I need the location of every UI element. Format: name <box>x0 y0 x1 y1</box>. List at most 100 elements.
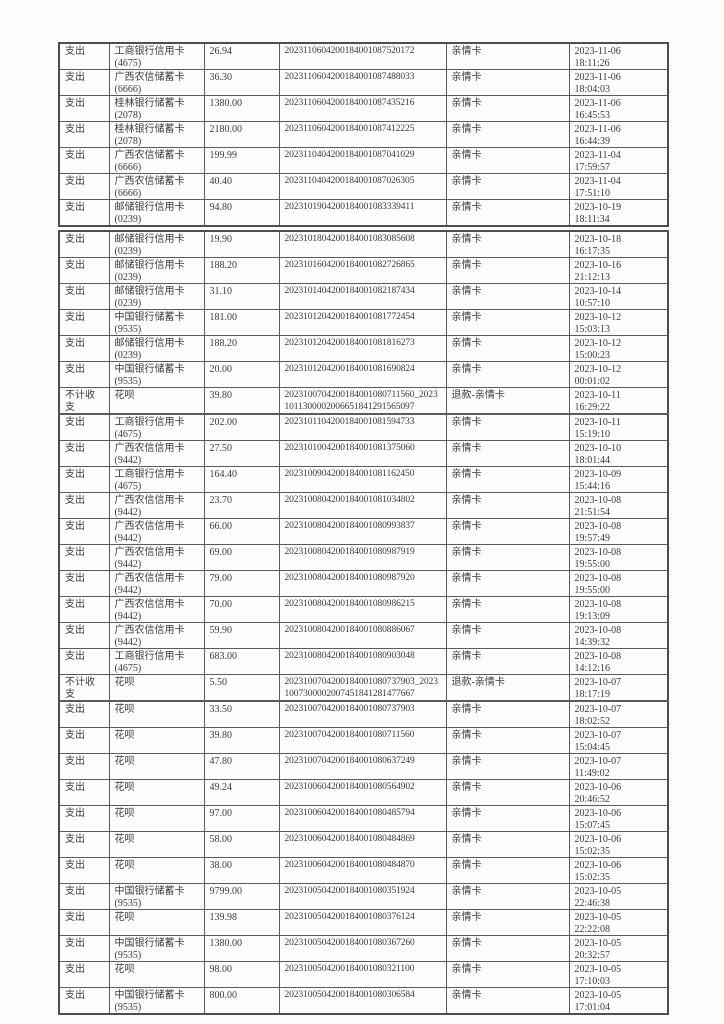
table-row: 支出 中国银行储蓄卡 (9535) 181.00 2023101204200184… <box>58 309 669 336</box>
table-row: 支出 工商银行信用卡 (4675) 683.00 2023100804200184… <box>58 648 669 675</box>
card-name: 花呗 <box>114 808 135 819</box>
date-text: 2023-10-08 <box>574 521 622 532</box>
amount-cell: 27.50 <box>203 440 280 467</box>
time-text: 18:17:19 <box>574 688 611 700</box>
card-number: (6666) <box>114 83 142 95</box>
datetime-cell: 2023-10-05 22:22:08 <box>568 909 669 936</box>
amount-cell: 94.80 <box>203 199 280 227</box>
date-text: 2023-10-10 <box>574 443 622 454</box>
time-text: 21:12:13 <box>574 271 611 283</box>
txn-cell: 2023101204200184001081816273 <box>278 335 447 362</box>
datetime-cell: 2023-10-10 18:01:44 <box>568 440 669 467</box>
card-number: (0239) <box>114 245 142 257</box>
category-cell: 亲情卡 <box>445 257 570 284</box>
txn-cell: 2023110604200184001087435216 <box>278 95 447 122</box>
card-name: 花呗 <box>114 782 135 793</box>
card-cell: 中国银行储蓄卡 (9535) <box>108 935 205 962</box>
card-cell: 中国银行储蓄卡 (9535) <box>108 361 205 388</box>
date-text: 2023-10-05 <box>574 912 622 923</box>
card-number: (9442) <box>114 558 142 570</box>
card-cell: 广西农信储蓄卡 (6666) <box>108 69 205 96</box>
date-text: 2023-10-12 <box>574 312 622 323</box>
table-row: 支出 中国银行储蓄卡 (9535) 800.00 2023100504200184… <box>58 987 669 1015</box>
datetime-cell: 2023-10-09 15:44:16 <box>568 466 669 493</box>
card-number: (9442) <box>114 610 142 622</box>
amount-cell: 164.40 <box>203 466 280 493</box>
card-number: (9535) <box>114 375 142 387</box>
date-text: 2023-10-06 <box>574 860 622 871</box>
date-text: 2023-10-09 <box>574 469 622 480</box>
datetime-cell: 2023-10-08 21:51:54 <box>568 492 669 519</box>
card-name: 邮储银行信用卡 <box>114 286 185 297</box>
date-text: 2023-10-07 <box>574 677 622 688</box>
table-row: 支出 花呗 97.00 2023100604200184001080485794… <box>58 805 669 832</box>
txn-cell: 2023100704200184001080711560_20231011300… <box>278 387 447 415</box>
card-cell: 邮储银行信用卡 (0239) <box>108 283 205 310</box>
txn-cell: 2023101104200184001081594733 <box>278 413 447 441</box>
card-name: 中国银行储蓄卡 <box>114 990 185 1001</box>
type-cell: 支出 <box>58 199 110 227</box>
datetime-cell: 2023-10-05 17:10:03 <box>568 961 669 988</box>
card-number: (4675) <box>114 428 142 440</box>
date-text: 2023-10-05 <box>574 886 622 897</box>
amount-cell: 1380.00 <box>203 95 280 122</box>
card-number: (9535) <box>114 949 142 961</box>
card-name: 工商银行信用卡 <box>114 651 185 662</box>
card-name: 广西农信信用卡 <box>114 443 185 454</box>
date-text: 2023-10-06 <box>574 808 622 819</box>
datetime-cell: 2023-10-14 10:57:10 <box>568 283 669 310</box>
amount-cell: 69.00 <box>203 544 280 571</box>
txn-cell: 2023100704200184001080711560 <box>278 727 447 754</box>
transactions-sheet: 支出 工商银行信用卡 (4675) 26.94 20231106042001840… <box>58 42 669 1015</box>
txn-cell: 2023100704200184001080637249 <box>278 753 447 780</box>
time-text: 17:10:03 <box>574 975 611 987</box>
time-text: 17:51:10 <box>574 187 611 199</box>
amount-cell: 38.00 <box>203 857 280 884</box>
card-cell: 花呗 <box>108 831 205 858</box>
date-text: 2023-11-04 <box>574 150 621 161</box>
card-cell: 花呗 <box>108 674 205 702</box>
type-cell: 支出 <box>58 69 110 96</box>
card-number: (9535) <box>114 1001 142 1013</box>
card-name: 工商银行信用卡 <box>114 469 185 480</box>
time-text: 20:32:57 <box>574 949 611 961</box>
txn-cell: 2023100504200184001080351924 <box>278 883 447 910</box>
txn-cell: 2023100804200184001080987920 <box>278 570 447 597</box>
card-name: 广西农信信用卡 <box>114 547 185 558</box>
date-text: 2023-10-16 <box>574 260 622 271</box>
datetime-cell: 2023-10-18 16:17:35 <box>568 230 669 258</box>
time-text: 15:19:10 <box>574 428 611 440</box>
amount-cell: 139.98 <box>203 909 280 936</box>
category-cell: 亲情卡 <box>445 173 570 200</box>
card-name: 广西农信信用卡 <box>114 599 185 610</box>
card-number: (9442) <box>114 454 142 466</box>
amount-cell: 9799.00 <box>203 883 280 910</box>
card-number: (2078) <box>114 135 142 147</box>
card-name: 花呗 <box>114 677 135 688</box>
card-number: (9442) <box>114 584 142 596</box>
time-text: 18:02:52 <box>574 715 611 727</box>
card-name: 广西农信信用卡 <box>114 625 185 636</box>
datetime-cell: 2023-10-16 21:12:13 <box>568 257 669 284</box>
table-row: 支出 花呗 47.80 2023100704200184001080637249… <box>58 753 669 780</box>
txn-cell: 2023100504200184001080376124 <box>278 909 447 936</box>
txn-cell: 2023101404200184001082187434 <box>278 283 447 310</box>
time-text: 18:04:03 <box>574 83 611 95</box>
amount-cell: 202.00 <box>203 413 280 441</box>
category-cell: 亲情卡 <box>445 69 570 96</box>
type-cell: 支出 <box>58 230 110 258</box>
time-text: 10:57:10 <box>574 297 611 309</box>
date-text: 2023-10-05 <box>574 990 622 1001</box>
datetime-cell: 2023-10-06 20:46:52 <box>568 779 669 806</box>
card-name: 花呗 <box>114 834 135 845</box>
table-row: 支出 邮储银行信用卡 (0239) 31.10 20231014042001840… <box>58 283 669 310</box>
date-text: 2023-10-19 <box>574 202 622 213</box>
date-text: 2023-11-06 <box>574 98 621 109</box>
card-cell: 桂林银行储蓄卡 (2078) <box>108 121 205 148</box>
card-number: (9442) <box>114 636 142 648</box>
amount-cell: 58.00 <box>203 831 280 858</box>
date-text: 2023-11-06 <box>574 72 621 83</box>
table-row: 支出 工商银行信用卡 (4675) 202.00 2023101104200184… <box>58 413 669 441</box>
txn-cell: 2023101904200184001083339411 <box>278 199 447 227</box>
time-text: 22:22:08 <box>574 923 611 935</box>
